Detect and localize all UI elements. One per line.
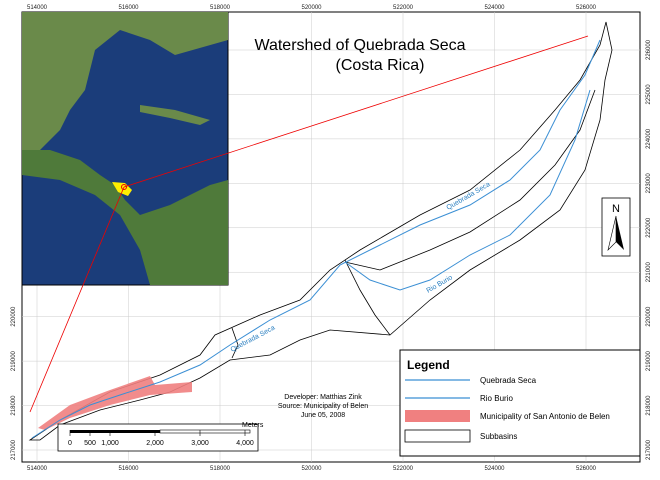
x-coord-label: 520000: [301, 5, 322, 11]
y-coord-label: 218000: [11, 395, 17, 416]
credit: June 05, 2008: [301, 412, 345, 419]
scale-unit: Meters: [242, 422, 264, 429]
inset-map: [21, 11, 229, 286]
scale-label: 3,000: [191, 440, 209, 447]
x-coord-label: 518000: [210, 5, 231, 11]
scale-bar: Meters 0 500 1,000 2,000 3,000 4,000: [57, 422, 264, 452]
y-coord-label: 223000: [646, 173, 652, 194]
x-coord-label: 516000: [118, 466, 139, 472]
inset-land: [22, 12, 228, 150]
legend-label: Subbasins: [480, 432, 517, 441]
inset-island: [140, 105, 210, 125]
y-coord-label: 217000: [11, 439, 17, 460]
y-coord-label: 224000: [646, 128, 652, 149]
x-coord-label: 522000: [393, 5, 414, 11]
x-coord-label: 526000: [576, 466, 597, 472]
y-coord-label: 219000: [11, 350, 17, 371]
subbasin-divide: [231, 327, 239, 359]
legend-label: Municipality of San Antonio de Belen: [480, 412, 610, 421]
x-coord-label: 524000: [484, 5, 505, 11]
x-coord-label: 524000: [484, 466, 505, 472]
legend-title: Legend: [407, 358, 450, 372]
x-coord-label: 522000: [393, 466, 414, 472]
subbasin-divide: [344, 259, 391, 336]
x-coord-label: 514000: [27, 5, 48, 11]
x-coord-label: 516000: [118, 5, 139, 11]
municipality-area: [38, 376, 192, 430]
locator-lines: [29, 35, 589, 413]
legend-label: Rio Burio: [480, 394, 513, 403]
legend: Legend Quebrada Seca Rio Burio Municipal…: [399, 349, 641, 457]
y-coord-label: 222000: [646, 217, 652, 238]
scale-label: 0: [68, 440, 72, 447]
x-coord-label: 514000: [27, 466, 48, 472]
y-coord-label: 220000: [11, 306, 17, 327]
scale-label: 2,000: [146, 440, 164, 447]
map-title: Watershed of Quebrada Seca: [254, 37, 465, 54]
north-arrow: N: [601, 197, 631, 257]
y-coord-label: 219000: [646, 350, 652, 371]
rio-burio-line: [344, 89, 591, 291]
y-coord-label: 220000: [646, 306, 652, 327]
y-coord-label: 225000: [646, 84, 652, 105]
credit: Developer: Matthias Zink: [284, 394, 362, 401]
scale-label: 500: [84, 440, 96, 447]
legend-label: Quebrada Seca: [480, 376, 537, 385]
y-coord-label: 226000: [646, 39, 652, 60]
streams: [31, 39, 601, 439]
y-coord-label: 217000: [646, 439, 652, 460]
inset-location: [121, 184, 127, 190]
x-coord-label: 518000: [210, 466, 231, 472]
y-coord-label: 221000: [646, 262, 652, 283]
watershed-boundary: [28, 21, 613, 441]
x-coord-label: 520000: [301, 466, 322, 472]
scale-label: 4,000: [236, 440, 254, 447]
north-label: N: [612, 203, 620, 215]
inset-land: [22, 150, 228, 285]
quebrada-seca-line: [31, 39, 601, 439]
map-subtitle: (Costa Rica): [336, 57, 425, 74]
y-coord-label: 218000: [646, 395, 652, 416]
credit: Source: Municipality of Belen: [278, 403, 368, 410]
scale-label: 1,000: [101, 440, 119, 447]
x-coord-label: 526000: [576, 5, 597, 11]
